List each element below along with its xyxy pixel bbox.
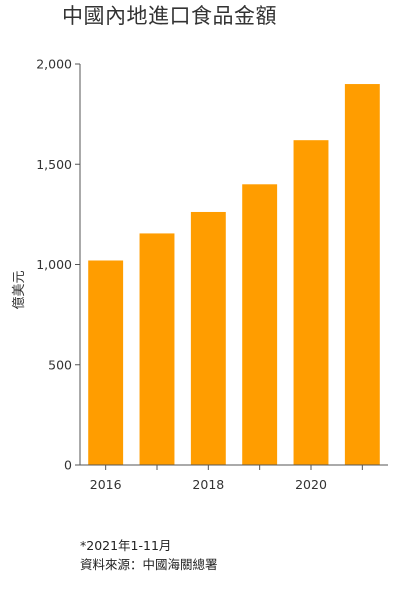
x-tick-label: 2016 [90,477,122,492]
y-axis: 0 500 1,000 1,500 2,000 [36,57,81,473]
bar-2021 [344,84,380,466]
y-tick-label: 0 [64,458,72,473]
bar-2018 [190,211,226,465]
y-tick-label: 1,000 [36,257,72,272]
bar-2017 [139,233,175,465]
bar-chart: 0 500 1,000 1,500 2,000 2016 2018 2020 億美元 [11,57,388,492]
footnote: *2021年1-11月 [80,538,172,553]
x-tick-label: 2020 [295,477,327,492]
source-note: 資料來源：中國海關總署 [80,557,218,572]
bar-2016 [88,260,124,465]
y-tick-label: 500 [48,357,72,372]
bar-2020 [293,140,329,465]
bars-group [88,84,380,466]
y-tick-label: 1,500 [36,157,72,172]
x-tick-label: 2018 [192,477,224,492]
y-tick-label: 2,000 [36,57,72,72]
y-axis-label: 億美元 [11,270,27,309]
chart-title: 中國內地進口食品金額 [62,4,277,28]
bar-2019 [242,184,278,466]
x-axis: 2016 2018 2020 [80,464,388,492]
